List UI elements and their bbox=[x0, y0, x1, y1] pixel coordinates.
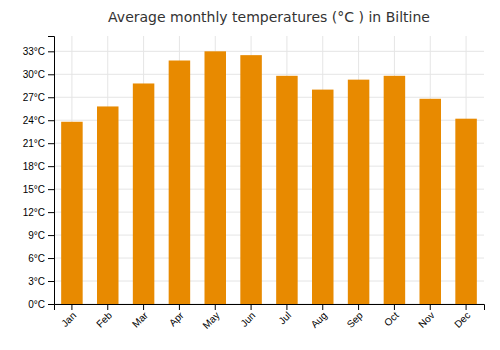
tick-label: 12°C bbox=[23, 207, 45, 218]
tick-label: 18°C bbox=[23, 161, 45, 172]
bar bbox=[133, 83, 155, 304]
tick-mark bbox=[430, 304, 431, 310]
y-tick: 12°C bbox=[23, 207, 54, 218]
tick-label: Oct bbox=[382, 310, 401, 329]
axis-line bbox=[48, 37, 55, 305]
bars bbox=[61, 51, 477, 304]
plot: 0°C 3°C 6°C 9°C 12°C 15°C 18°C 21°C 24°C 27°C 30°C… bbox=[23, 36, 485, 331]
bar bbox=[240, 55, 261, 304]
tick-label: Sep bbox=[345, 309, 366, 330]
bar bbox=[169, 61, 191, 304]
x-tick: May bbox=[200, 304, 221, 331]
x-tick: Mar bbox=[130, 304, 150, 330]
tick-mark bbox=[48, 97, 54, 98]
y-tick: 30°C bbox=[23, 69, 54, 80]
tick-label: Dec bbox=[452, 310, 472, 330]
tick-mark bbox=[48, 304, 54, 305]
y-tick: 6°C bbox=[28, 253, 54, 264]
x-tick: Sep bbox=[345, 304, 366, 330]
tick-label: 27°C bbox=[23, 92, 45, 103]
x-tick: Oct bbox=[382, 304, 401, 328]
bar bbox=[205, 51, 227, 304]
tick-mark bbox=[48, 166, 54, 167]
tick-label: 15°C bbox=[23, 184, 45, 195]
tick-label: 9°C bbox=[28, 230, 45, 241]
tick-label: 6°C bbox=[28, 253, 45, 264]
y-axis: 0°C 3°C 6°C 9°C 12°C 15°C 18°C 21°C 24°C 27°C 30°C… bbox=[23, 37, 55, 310]
grid-line bbox=[54, 74, 484, 75]
tick-mark bbox=[466, 304, 467, 310]
bar bbox=[97, 106, 119, 304]
tick-label: 3°C bbox=[28, 276, 45, 287]
tick-label: 30°C bbox=[23, 69, 45, 80]
grid-line bbox=[54, 97, 484, 98]
tick-label: Aug bbox=[309, 310, 329, 330]
bar bbox=[61, 122, 82, 304]
x-tick: Dec bbox=[452, 304, 472, 330]
tick-label: 24°C bbox=[23, 115, 45, 126]
tick-mark bbox=[394, 304, 395, 310]
tick-label: Feb bbox=[94, 309, 114, 329]
tick-label: Mar bbox=[130, 309, 150, 329]
x-tick: Jul bbox=[276, 304, 293, 326]
axis-line bbox=[55, 305, 485, 311]
tick-label: Jan bbox=[59, 310, 78, 329]
x-tick: Apr bbox=[167, 304, 186, 328]
tick-mark bbox=[322, 304, 323, 310]
tick-mark bbox=[179, 304, 180, 310]
tick-mark bbox=[48, 235, 54, 236]
tick-mark bbox=[251, 304, 252, 310]
x-tick: Feb bbox=[94, 304, 114, 330]
y-tick: 24°C bbox=[23, 115, 54, 126]
chart: 0°C 3°C 6°C 9°C 12°C 15°C 18°C 21°C 24°C 27°C 30°C… bbox=[0, 0, 500, 350]
x-tick: Jan bbox=[59, 304, 78, 329]
x-tick: Jun bbox=[238, 304, 257, 329]
tick-mark bbox=[286, 304, 287, 310]
y-tick: 0°C bbox=[28, 299, 54, 310]
tick-label: Apr bbox=[167, 309, 186, 328]
x-tick: Nov bbox=[416, 304, 436, 330]
bar bbox=[384, 76, 406, 304]
tick-mark bbox=[48, 212, 54, 213]
tick-mark bbox=[215, 304, 216, 310]
x-axis: Jan Feb Mar Apr May Jun Jul Aug Sep Oct Nov Dec bbox=[55, 304, 485, 331]
tick-label: 33°C bbox=[23, 46, 45, 57]
tick-mark bbox=[48, 143, 54, 144]
x-tick: Aug bbox=[309, 304, 329, 330]
tick-mark bbox=[48, 74, 54, 75]
y-tick: 27°C bbox=[23, 92, 54, 103]
y-tick: 33°C bbox=[23, 46, 54, 57]
tick-mark bbox=[48, 281, 54, 282]
tick-mark bbox=[48, 189, 54, 190]
tick-mark bbox=[358, 304, 359, 310]
tick-label: 0°C bbox=[28, 299, 45, 310]
grid-line bbox=[54, 51, 484, 52]
tick-mark bbox=[143, 304, 144, 310]
tick-label: Jun bbox=[238, 310, 257, 329]
tick-mark bbox=[71, 304, 72, 310]
tick-label: Nov bbox=[416, 310, 436, 330]
bar bbox=[420, 99, 442, 304]
grid bbox=[54, 36, 484, 304]
y-tick: 15°C bbox=[23, 184, 54, 195]
y-tick: 21°C bbox=[23, 138, 54, 149]
tick-mark bbox=[48, 258, 54, 259]
y-tick: 3°C bbox=[28, 276, 54, 287]
tick-mark bbox=[107, 304, 108, 310]
bar bbox=[455, 119, 477, 304]
title: Average monthly temperatures (°C ) in Bi… bbox=[108, 9, 430, 25]
tick-label: Jul bbox=[276, 310, 293, 327]
tick-mark bbox=[48, 51, 54, 52]
tick-mark bbox=[48, 120, 54, 121]
y-tick: 9°C bbox=[28, 230, 54, 241]
bar bbox=[276, 76, 298, 304]
y-tick: 18°C bbox=[23, 161, 54, 172]
tick-label: 21°C bbox=[23, 138, 45, 149]
bar bbox=[312, 90, 334, 304]
tick-label: May bbox=[200, 310, 221, 331]
bar bbox=[348, 80, 370, 304]
